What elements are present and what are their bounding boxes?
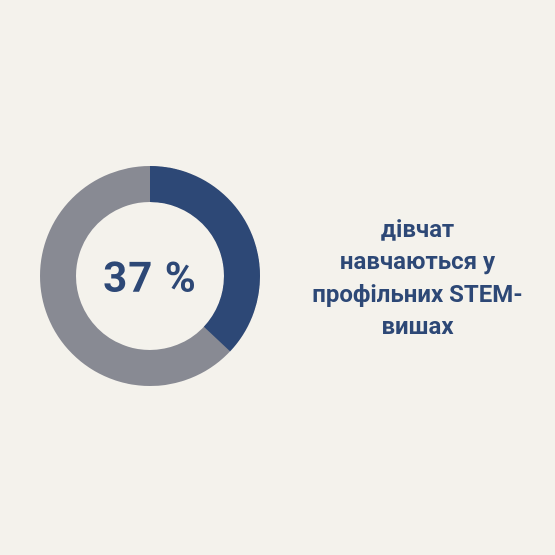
donut-center-label: 37 % (103, 253, 197, 302)
infographic-container: 37 % дівчат навчаються у профільних STEM… (0, 0, 555, 555)
donut-chart: 37 % (40, 166, 260, 390)
description-text: дівчат навчаються у профільних STEM-виша… (310, 213, 525, 343)
